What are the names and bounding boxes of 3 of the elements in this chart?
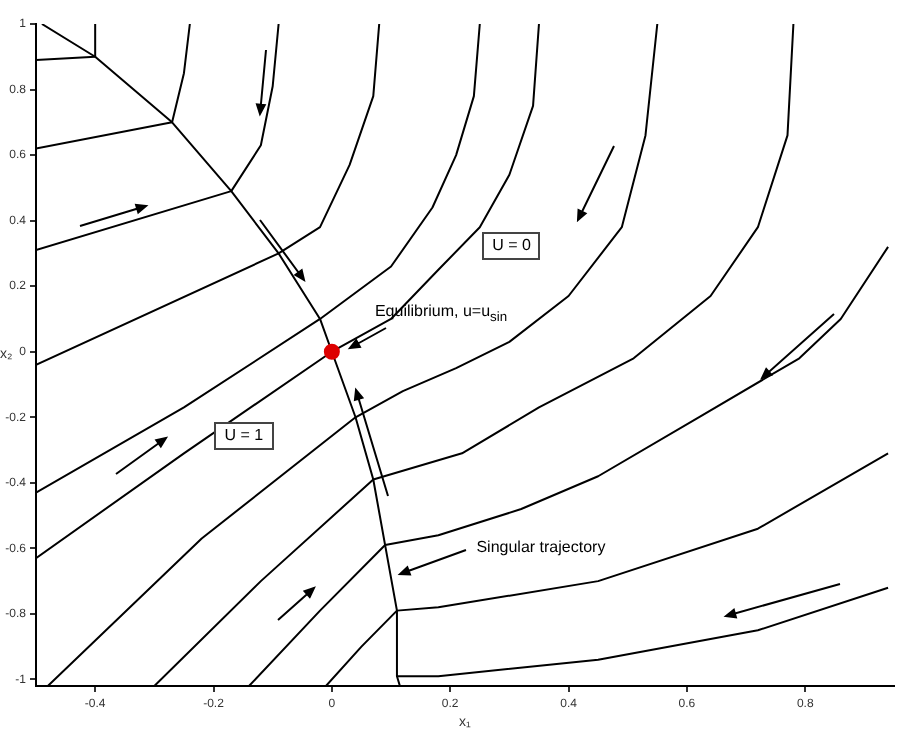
annotation: U = 0 [482, 232, 541, 261]
annotation: Singular trajectory [474, 537, 608, 558]
annotation: U = 1 [214, 421, 274, 450]
